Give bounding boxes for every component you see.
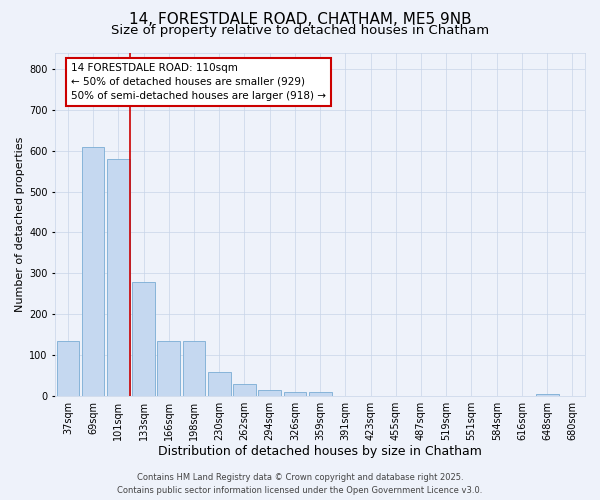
Text: 14, FORESTDALE ROAD, CHATHAM, ME5 9NB: 14, FORESTDALE ROAD, CHATHAM, ME5 9NB xyxy=(128,12,472,28)
Bar xyxy=(182,341,205,396)
Bar xyxy=(208,372,230,396)
Y-axis label: Number of detached properties: Number of detached properties xyxy=(15,136,25,312)
Bar xyxy=(107,159,130,396)
Text: Contains HM Land Registry data © Crown copyright and database right 2025.
Contai: Contains HM Land Registry data © Crown c… xyxy=(118,474,482,495)
Bar xyxy=(157,341,180,396)
Bar xyxy=(233,384,256,396)
Bar xyxy=(82,146,104,396)
Bar xyxy=(56,341,79,396)
X-axis label: Distribution of detached houses by size in Chatham: Distribution of detached houses by size … xyxy=(158,444,482,458)
Bar xyxy=(132,282,155,396)
Text: 14 FORESTDALE ROAD: 110sqm
← 50% of detached houses are smaller (929)
50% of sem: 14 FORESTDALE ROAD: 110sqm ← 50% of deta… xyxy=(71,63,326,101)
Bar xyxy=(284,392,306,396)
Text: Size of property relative to detached houses in Chatham: Size of property relative to detached ho… xyxy=(111,24,489,37)
Bar xyxy=(259,390,281,396)
Bar xyxy=(536,394,559,396)
Bar xyxy=(309,392,332,396)
